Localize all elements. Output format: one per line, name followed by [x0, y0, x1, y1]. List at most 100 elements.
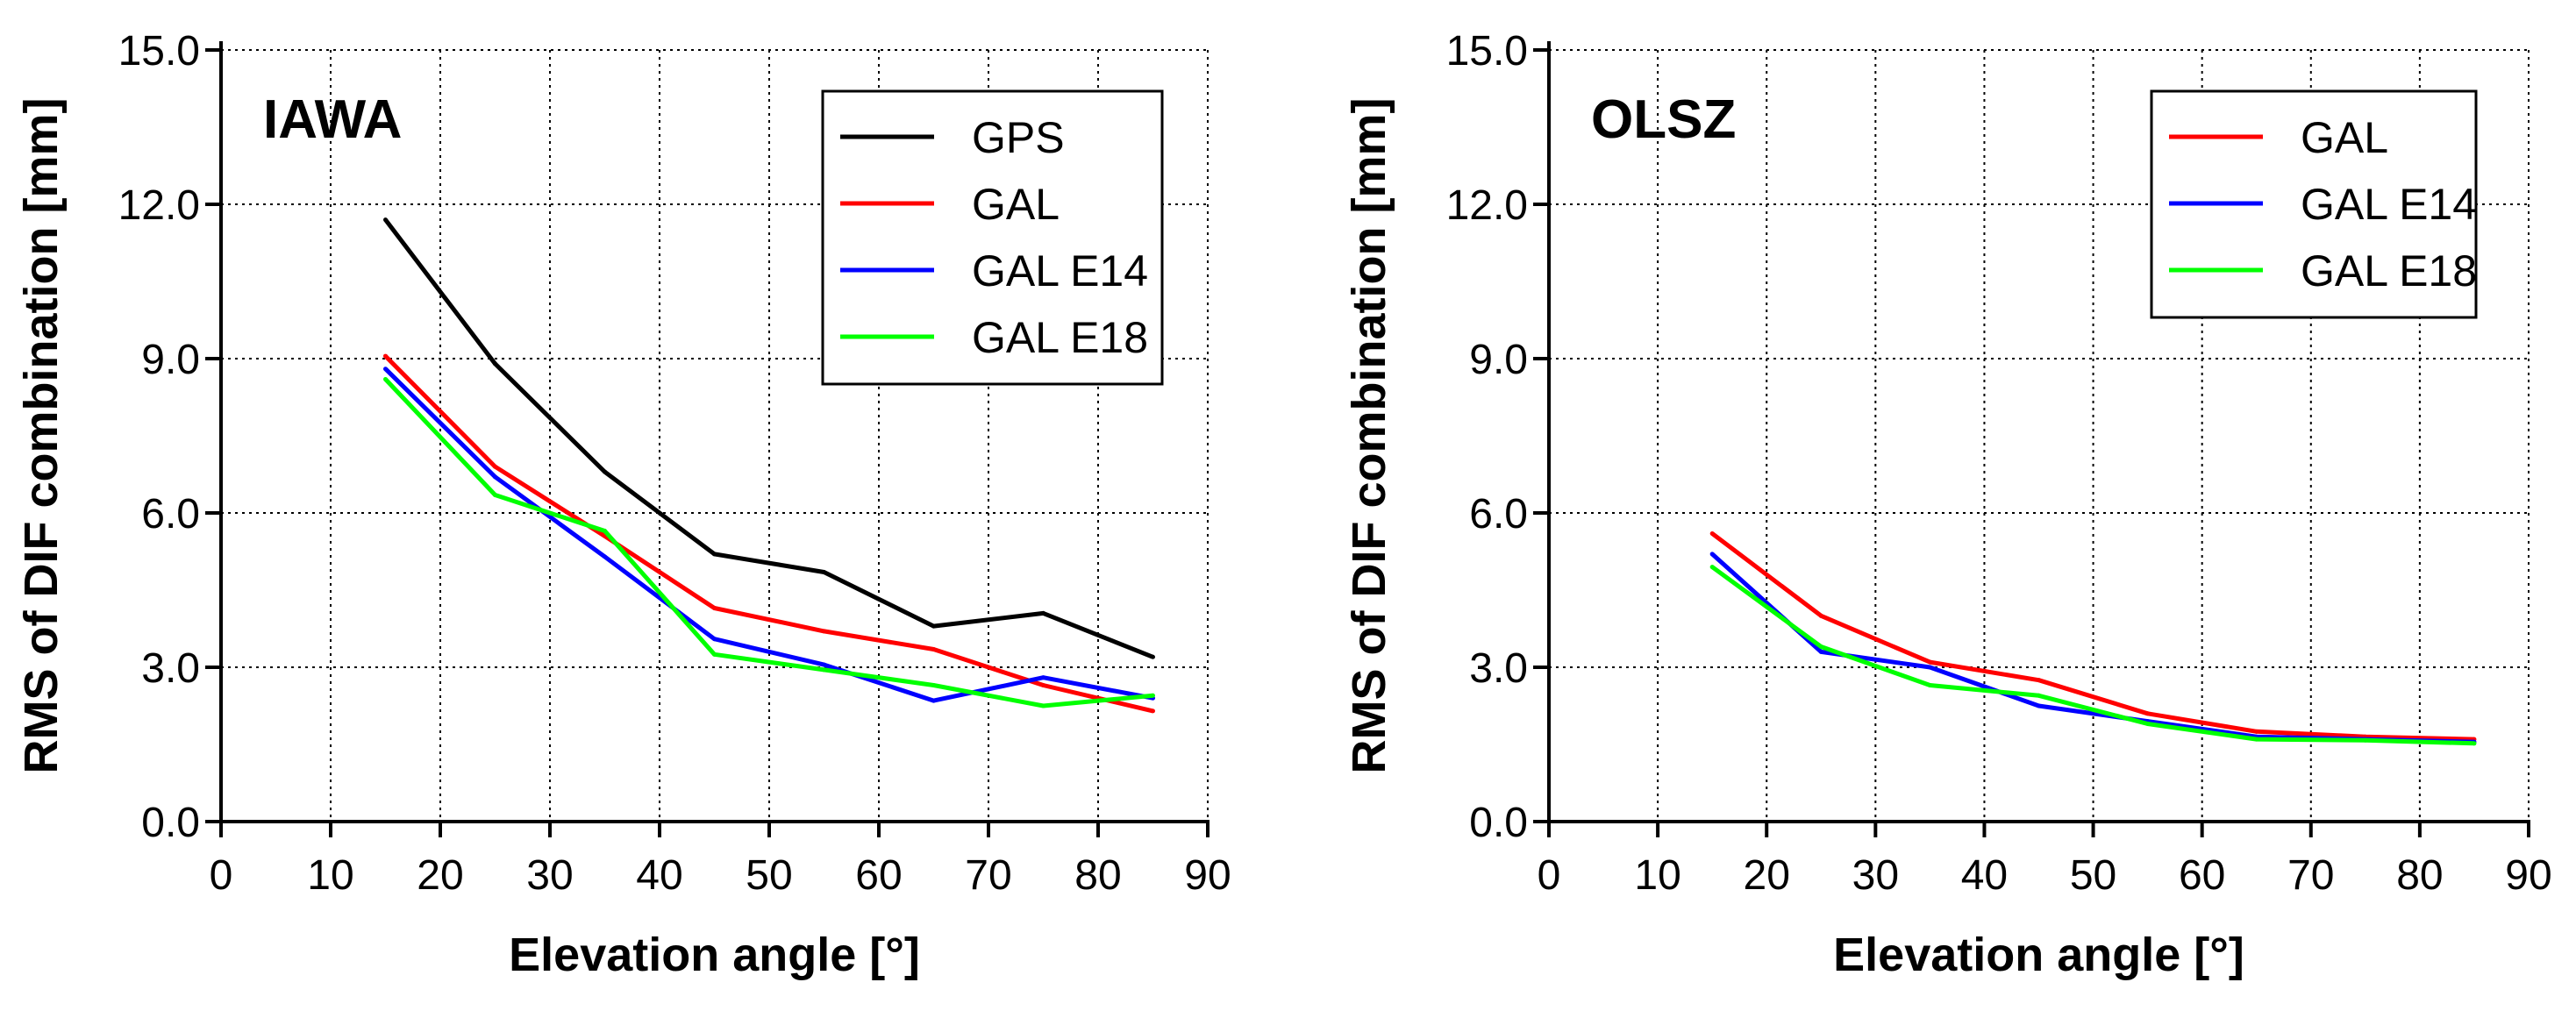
data-point [383, 353, 388, 359]
station-title: IAWA [263, 89, 402, 150]
chart-olsz: 0 10 20 30 40 50 60 70 80 90 0.0 3.0 6.0 9.0 12.0 15.0 E… [1343, 28, 2552, 981]
x-tick-label: 60 [855, 852, 902, 899]
data-point [712, 606, 717, 611]
data-point [1818, 644, 1823, 650]
data-point [2037, 678, 2041, 683]
data-point [1709, 552, 1715, 557]
x-tick-label: 80 [2396, 852, 2443, 899]
data-point [712, 552, 717, 557]
y-tick-label: 12.0 [118, 182, 200, 229]
data-point [1041, 683, 1045, 688]
x-axis-title: Elevation angle [°] [509, 929, 920, 981]
data-point [493, 474, 497, 480]
y-tick-label: 6.0 [141, 491, 200, 537]
data-point [931, 623, 936, 629]
legend-label: GAL E14 [2301, 180, 2477, 229]
legend-label: GAL [2301, 113, 2388, 162]
data-point [1151, 708, 1155, 714]
data-point [603, 554, 607, 559]
data-point [712, 651, 717, 657]
legend-label: GAL E18 [2301, 246, 2477, 295]
y-tick-label: 9.0 [141, 337, 200, 383]
x-tick-label: 50 [746, 852, 792, 899]
y-tick-label: 15.0 [1446, 28, 1528, 75]
series-gal-e18 [1709, 565, 2477, 746]
data-point [493, 464, 497, 469]
data-point [2363, 737, 2368, 743]
y-axis-title: RMS of DIF combination [mm] [15, 98, 68, 774]
x-tick-label: 0 [210, 852, 233, 899]
y-tick-label: 9.0 [1469, 337, 1528, 383]
x-tick-label: 70 [965, 852, 1011, 899]
x-tick-label: 60 [2179, 852, 2225, 899]
data-point [603, 469, 607, 474]
data-point [1927, 665, 1932, 670]
x-tick-label: 90 [1184, 852, 1231, 899]
data-point [383, 217, 388, 223]
legend: GAL GAL E14 GAL E18 [2150, 89, 2478, 319]
data-point [1151, 693, 1155, 698]
y-tick-label: 3.0 [1469, 645, 1528, 692]
series-line-gal-e14 [383, 367, 1153, 703]
y-tick-label: 15.0 [118, 28, 200, 75]
data-point [2145, 722, 2151, 727]
y-tick-label: 3.0 [141, 645, 200, 692]
data-point [493, 361, 497, 367]
x-tick-label: 70 [2287, 852, 2334, 899]
x-tick-label: 40 [636, 852, 682, 899]
legend-label: GPS [972, 113, 1065, 162]
data-point [1709, 530, 1715, 536]
data-point [2145, 711, 2151, 716]
data-point [1818, 613, 1823, 618]
x-tick-label: 20 [1744, 852, 1790, 899]
x-tick-label: 30 [1852, 852, 1899, 899]
y-tick-label: 0.0 [141, 800, 200, 846]
legend-label: GAL E14 [972, 246, 1148, 295]
x-tick-label: 0 [1538, 852, 1561, 899]
x-tick-label: 50 [2070, 852, 2116, 899]
x-tick-label: 90 [2505, 852, 2551, 899]
legend-label: GAL E18 [972, 313, 1148, 362]
data-point [1927, 659, 1932, 665]
data-point [822, 667, 826, 673]
series-line-gal [1710, 531, 2474, 742]
x-axis-title: Elevation angle [°] [1833, 929, 2244, 981]
legend: GPS GAL GAL E14 GAL E18 [821, 89, 1164, 386]
data-point [822, 629, 826, 634]
data-point [1041, 703, 1045, 708]
x-tick-label: 40 [1961, 852, 2008, 899]
series-line-gps [383, 218, 1154, 659]
x-tick-label: 30 [526, 852, 573, 899]
y-axis-title: RMS of DIF combination [mm] [1343, 98, 1395, 774]
data-point [383, 367, 388, 372]
chart-iawa: 0 10 20 30 40 50 60 70 80 90 0.0 3.0 6.0 9.0 12.0 15.0 E… [15, 28, 1231, 981]
data-point [2254, 737, 2259, 742]
series-line-gal-e18 [1710, 565, 2474, 746]
x-tick-label: 20 [417, 852, 463, 899]
y-tick-label: 12.0 [1446, 182, 1528, 229]
data-point [383, 376, 388, 381]
station-title: OLSZ [1591, 89, 1736, 150]
data-point [1041, 610, 1045, 616]
legend-label: GAL [972, 180, 1060, 229]
data-point [931, 646, 936, 651]
series-line-gal-e18 [383, 377, 1153, 708]
data-point [603, 529, 607, 534]
data-point [2037, 693, 2041, 698]
series-gal-e18 [383, 376, 1155, 708]
data-point [2254, 729, 2259, 734]
data-point [712, 637, 717, 642]
data-point [1818, 649, 1823, 654]
data-point [1041, 675, 1045, 680]
y-tick-label: 6.0 [1469, 491, 1528, 537]
data-point [1709, 565, 1715, 570]
x-tick-label: 10 [307, 852, 353, 899]
data-point [822, 569, 826, 574]
x-tick-label: 80 [1074, 852, 1121, 899]
y-tick-label: 0.0 [1469, 800, 1528, 846]
data-point [2472, 741, 2477, 746]
data-point [1927, 683, 1932, 688]
data-point [493, 492, 497, 497]
data-point [931, 683, 936, 688]
